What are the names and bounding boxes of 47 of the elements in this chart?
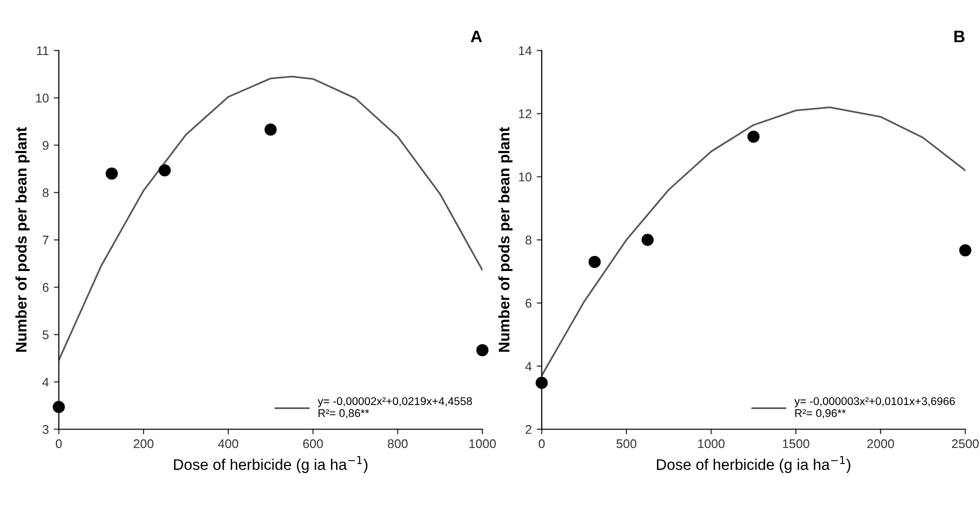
y-tick-label: 2 bbox=[526, 425, 532, 434]
chart-title: A bbox=[470, 30, 482, 42]
y-tick-label: 14 bbox=[519, 46, 532, 56]
x-tick-label: 800 bbox=[388, 439, 408, 448]
legend-label: y= -0,000003x²+0,0101x+3,6966 R²= 0,96** bbox=[794, 397, 955, 418]
y-tick-label: 6 bbox=[526, 298, 532, 308]
x-tick-label: 400 bbox=[218, 439, 238, 448]
x-axis-title: Dose of herbicide (g ia ha$^{−1}$) bbox=[656, 456, 850, 473]
point bbox=[158, 164, 171, 176]
line-series bbox=[58, 76, 482, 361]
point bbox=[264, 123, 277, 136]
x-tick-label: 600 bbox=[303, 439, 323, 448]
y-tick-label: 10 bbox=[519, 172, 532, 182]
y-tick-label: 8 bbox=[526, 236, 532, 245]
y-tick-label: 3 bbox=[42, 425, 49, 434]
x-axis-title: Dose of herbicide (g ia ha$^{−1}$) bbox=[174, 456, 368, 473]
y-tick-label: 4 bbox=[525, 362, 532, 371]
x-tick-label: 1500 bbox=[782, 439, 810, 448]
y-tick-label: 11 bbox=[37, 46, 48, 56]
x-tick-label: 200 bbox=[134, 439, 154, 448]
y-axis-title: Number of pods per bean plant bbox=[498, 127, 513, 352]
x-tick-label: 500 bbox=[616, 439, 636, 448]
y-tick-label: 6 bbox=[42, 283, 49, 292]
point bbox=[476, 344, 488, 356]
y-tick-label: 10 bbox=[36, 94, 49, 102]
x-tick-label: 0 bbox=[56, 439, 62, 448]
point bbox=[588, 256, 601, 268]
x-tick-label: 2000 bbox=[867, 439, 894, 448]
x-tick-label: 0 bbox=[538, 439, 545, 448]
x-tick-label: 1000 bbox=[698, 439, 725, 448]
y-tick-label: 9 bbox=[42, 140, 48, 150]
point bbox=[536, 376, 548, 389]
y-tick-label: 5 bbox=[42, 330, 49, 340]
point bbox=[642, 234, 654, 246]
point bbox=[106, 168, 118, 180]
x-tick-label: 2500 bbox=[952, 439, 979, 448]
legend-label: y= -0,00002x²+0,0219x+4,4558 R²= 0,86** bbox=[318, 397, 472, 418]
point bbox=[747, 130, 760, 143]
y-tick-label: 4 bbox=[42, 378, 49, 386]
x-tick-label: 1000 bbox=[469, 439, 496, 448]
y-tick-label: 12 bbox=[519, 109, 532, 118]
y-tick-label: 8 bbox=[42, 188, 49, 198]
y-axis-title: Number of pods per bean plant bbox=[15, 127, 30, 352]
chart-title: B bbox=[954, 30, 965, 42]
y-tick-label: 7 bbox=[42, 236, 48, 244]
point bbox=[52, 400, 65, 414]
point bbox=[959, 244, 972, 256]
